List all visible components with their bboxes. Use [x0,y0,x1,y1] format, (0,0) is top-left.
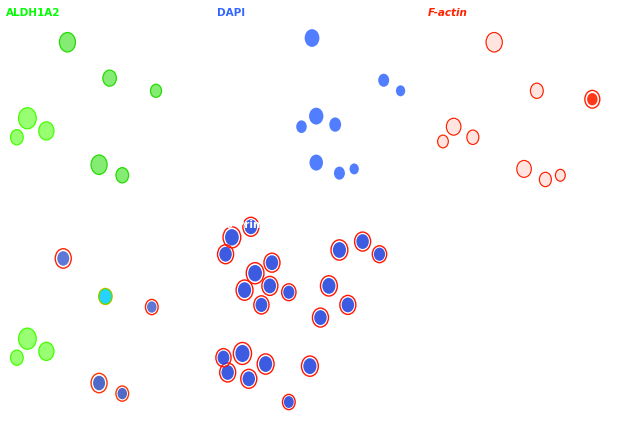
Ellipse shape [330,117,341,132]
Ellipse shape [283,286,295,299]
Text: DAPI: DAPI [217,8,245,19]
Ellipse shape [103,70,116,86]
Ellipse shape [309,108,323,125]
Ellipse shape [116,167,129,183]
Ellipse shape [518,162,530,176]
Ellipse shape [18,328,36,349]
Ellipse shape [93,376,105,391]
Ellipse shape [18,108,36,129]
Text: c: c [428,189,436,203]
Ellipse shape [39,122,54,140]
Ellipse shape [60,33,76,52]
Ellipse shape [587,93,598,106]
Ellipse shape [349,163,359,174]
Text: Composite: Composite [6,220,69,231]
Text: a: a [6,189,16,203]
Ellipse shape [11,130,23,145]
Ellipse shape [448,120,460,134]
Ellipse shape [468,131,478,143]
Ellipse shape [244,219,257,234]
Ellipse shape [396,85,405,96]
Text: ALDH1A2: ALDH1A2 [6,8,61,19]
Ellipse shape [342,298,354,312]
Ellipse shape [236,345,250,362]
Text: b: b [217,189,227,203]
Ellipse shape [284,396,294,408]
Ellipse shape [556,170,565,180]
Ellipse shape [487,34,501,50]
Ellipse shape [150,84,161,98]
Ellipse shape [222,365,234,380]
Ellipse shape [219,247,232,262]
Ellipse shape [438,136,448,147]
Ellipse shape [98,288,112,304]
Ellipse shape [333,242,346,258]
Ellipse shape [540,173,551,186]
Ellipse shape [11,350,23,365]
Ellipse shape [334,167,345,180]
Ellipse shape [314,310,326,325]
Text: No Primary antibody: No Primary antibody [217,220,338,231]
Ellipse shape [304,358,316,374]
Ellipse shape [39,342,54,360]
Ellipse shape [117,388,127,399]
Ellipse shape [305,29,319,47]
Ellipse shape [259,356,272,372]
Ellipse shape [296,120,307,133]
Ellipse shape [91,155,107,174]
Ellipse shape [309,155,323,170]
Text: e: e [217,401,227,415]
Ellipse shape [265,255,278,270]
Ellipse shape [248,265,262,282]
Ellipse shape [218,351,229,365]
Ellipse shape [264,279,276,293]
Ellipse shape [238,282,251,298]
Ellipse shape [356,234,369,249]
Ellipse shape [374,248,385,261]
Text: d: d [6,401,17,415]
Text: F-actin: F-actin [428,8,468,19]
Ellipse shape [531,84,542,97]
Ellipse shape [225,229,239,245]
Ellipse shape [323,278,335,294]
Ellipse shape [378,74,389,87]
Ellipse shape [147,301,157,313]
Ellipse shape [243,371,255,386]
Ellipse shape [57,251,69,266]
Ellipse shape [255,298,267,312]
